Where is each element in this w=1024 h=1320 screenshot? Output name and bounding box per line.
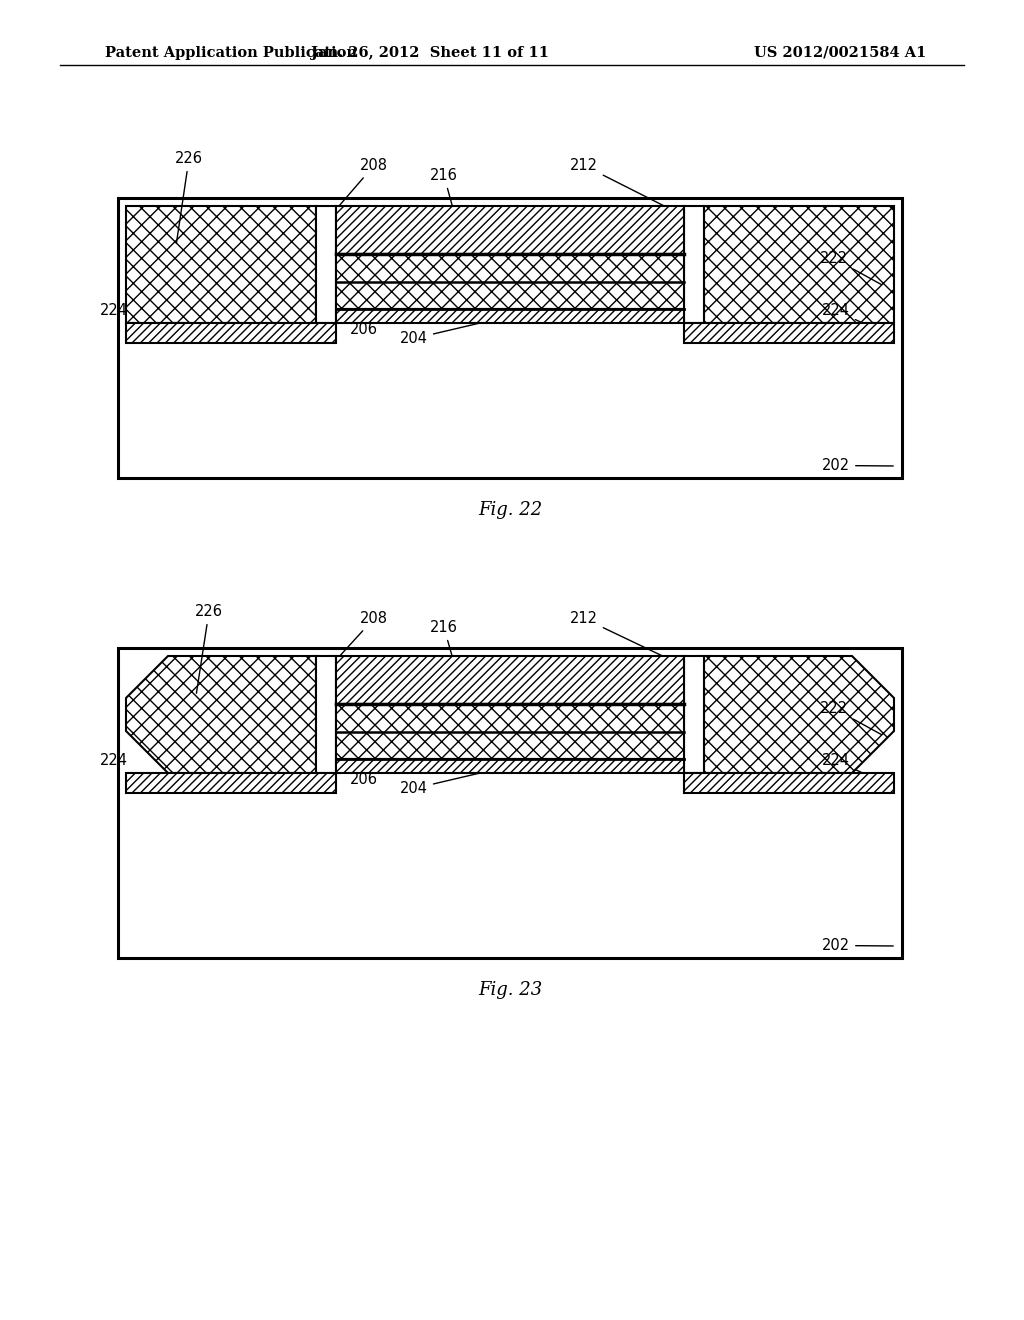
Bar <box>336 704 684 759</box>
Text: US 2012/0021584 A1: US 2012/0021584 A1 <box>754 46 926 59</box>
Polygon shape <box>705 656 894 774</box>
Bar <box>126 206 316 323</box>
Bar <box>336 656 684 704</box>
Text: 224: 224 <box>100 752 134 781</box>
Bar <box>684 656 705 774</box>
Text: Fig. 23: Fig. 23 <box>478 981 542 999</box>
Text: 204: 204 <box>400 317 507 346</box>
Text: 204: 204 <box>400 767 507 796</box>
Text: 206: 206 <box>350 275 477 337</box>
Text: 222: 222 <box>820 701 882 735</box>
Text: 212: 212 <box>570 158 691 219</box>
Text: 224: 224 <box>822 304 882 331</box>
Text: 224: 224 <box>822 752 882 781</box>
Bar <box>316 206 336 323</box>
Text: 224: 224 <box>100 304 134 331</box>
Bar <box>684 323 894 343</box>
Text: 216: 216 <box>430 168 458 223</box>
Text: 216: 216 <box>430 620 458 673</box>
Bar <box>684 774 894 793</box>
Bar <box>118 648 902 958</box>
Text: 208: 208 <box>328 158 388 219</box>
Text: Patent Application Publication: Patent Application Publication <box>105 46 357 59</box>
Bar <box>118 198 902 478</box>
Text: 208: 208 <box>328 611 388 669</box>
Bar <box>336 206 684 253</box>
Text: Jan. 26, 2012  Sheet 11 of 11: Jan. 26, 2012 Sheet 11 of 11 <box>311 46 549 59</box>
Text: 226: 226 <box>175 150 203 243</box>
Text: Fig. 22: Fig. 22 <box>478 502 542 519</box>
Bar <box>126 323 336 343</box>
Text: 202: 202 <box>822 458 893 473</box>
Bar <box>336 309 684 323</box>
Text: 212: 212 <box>570 611 691 669</box>
Text: 222: 222 <box>820 251 882 285</box>
Bar <box>336 759 684 774</box>
Text: 206: 206 <box>350 725 477 787</box>
Bar <box>684 206 705 323</box>
Bar <box>336 253 684 309</box>
Bar <box>316 656 336 774</box>
Polygon shape <box>126 656 316 774</box>
Text: 202: 202 <box>822 939 893 953</box>
Bar <box>705 206 894 323</box>
Text: 226: 226 <box>195 605 223 693</box>
Bar <box>126 774 336 793</box>
